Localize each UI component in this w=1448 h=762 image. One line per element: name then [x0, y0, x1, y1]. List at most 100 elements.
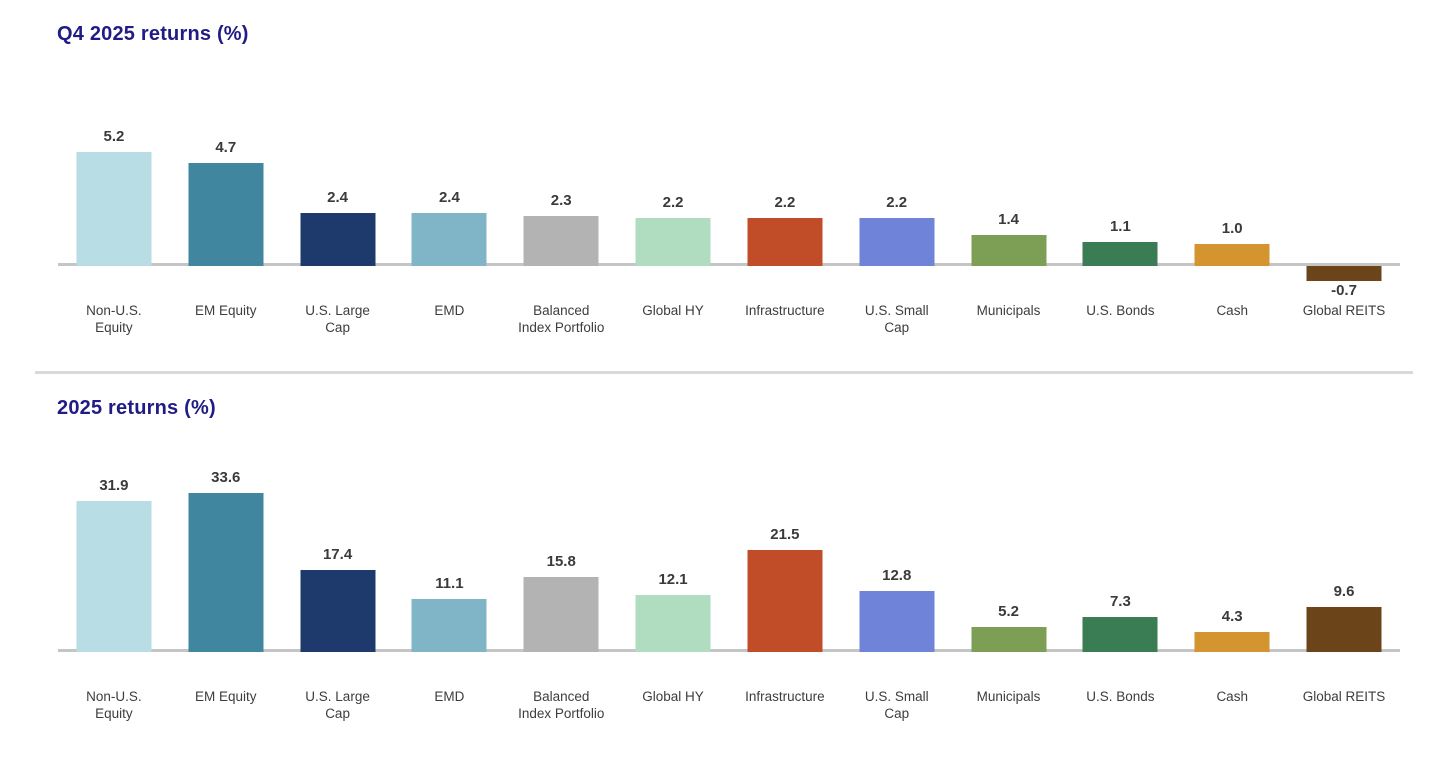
value-label: 21.5 — [770, 526, 800, 543]
category-label: Non-U.S. Equity — [86, 303, 142, 335]
category-label: EM Equity — [194, 689, 257, 704]
bar-column: 2.3 Balanced Index Portfolio — [505, 105, 617, 366]
category-label: Global HY — [642, 303, 704, 318]
category-label: Cash — [1216, 689, 1248, 704]
bar-column: 1.1 U.S. Bonds — [1064, 105, 1176, 366]
x-axis-line — [58, 649, 1400, 652]
category-label: Infrastructure — [745, 689, 825, 704]
bar-column: 2.4 EMD — [393, 105, 505, 366]
value-label: 12.8 — [882, 567, 912, 584]
bar-column: 4.3 Cash — [1176, 440, 1288, 752]
bar — [1194, 632, 1270, 652]
category-label: Cash — [1216, 303, 1248, 318]
value-label: 17.4 — [322, 546, 353, 563]
category-label: Non-U.S. Equity — [86, 689, 142, 721]
x-axis-line — [58, 263, 1400, 266]
value-label: 12.1 — [658, 571, 688, 588]
bar — [300, 213, 376, 266]
value-label: 9.6 — [1333, 583, 1355, 600]
category-label: U.S. Large Cap — [305, 303, 370, 335]
category-label: U.S. Large Cap — [305, 689, 370, 721]
value-label: 2.2 — [886, 194, 908, 211]
bar-column: 15.8 Balanced Index Portfolio — [505, 440, 617, 752]
value-label: 5.2 — [103, 128, 125, 145]
bar-column: 11.1 EMD — [393, 440, 505, 752]
category-label: EMD — [434, 689, 465, 704]
bar — [1306, 266, 1382, 281]
value-label: 1.0 — [1221, 220, 1243, 237]
bar — [76, 152, 152, 266]
bar-column: 12.1 Global HY — [617, 440, 729, 752]
bar — [1082, 242, 1158, 266]
chart-title-q4-returns: Q4 2025 returns (%) — [57, 23, 249, 45]
category-label: U.S. Bonds — [1086, 303, 1155, 318]
category-label: Global HY — [642, 689, 704, 704]
value-label: 5.2 — [998, 603, 1019, 620]
bar — [76, 501, 152, 652]
bar-column: 33.6 EM Equity — [170, 440, 282, 752]
bar — [747, 218, 823, 266]
bar-column: 2.4 U.S. Large Cap — [282, 105, 394, 366]
category-label: U.S. Small Cap — [864, 303, 929, 335]
bar-chart-q4-returns: 5.2 Non-U.S. Equity 4.7 EM Equity 2.4 U.S. La… — [58, 105, 1400, 366]
value-label: 1.1 — [1109, 218, 1131, 235]
bar-chart-year-returns: 31.9 Non-U.S. Equity 33.6 EM Equity 17.4 U.S.… — [58, 440, 1400, 752]
chart-title-year-returns: 2025 returns (%) — [57, 397, 216, 419]
bar — [747, 550, 823, 652]
bar — [635, 218, 711, 266]
value-label: 7.3 — [1109, 593, 1131, 610]
bar — [523, 577, 599, 652]
bar — [971, 627, 1047, 652]
category-label: Global REITS — [1302, 689, 1386, 704]
bar-column: -0.7 Global REITS — [1288, 105, 1400, 366]
value-label: 31.9 — [99, 477, 129, 494]
value-label: 2.2 — [774, 194, 796, 211]
value-label: 2.2 — [662, 194, 684, 211]
bar-column: 2.2 Global HY — [617, 105, 729, 366]
bar — [971, 235, 1047, 266]
value-label: 2.3 — [550, 192, 572, 209]
bar-column: 31.9 Non-U.S. Equity — [58, 440, 170, 752]
bar — [300, 570, 376, 652]
value-label: 4.3 — [1221, 608, 1243, 625]
bar-column: 4.7 EM Equity — [170, 105, 282, 366]
value-label: 2.4 — [327, 189, 348, 206]
bar — [1082, 617, 1158, 652]
bar — [411, 213, 487, 266]
bar — [859, 218, 935, 266]
bar — [523, 216, 599, 266]
value-label: 1.4 — [998, 211, 1019, 228]
bar-column: 5.2 Non-U.S. Equity — [58, 105, 170, 366]
value-label: 11.1 — [435, 575, 464, 592]
category-label: EM Equity — [194, 303, 257, 318]
category-label: U.S. Small Cap — [864, 689, 929, 721]
bar — [1194, 244, 1270, 266]
category-label: U.S. Bonds — [1086, 689, 1155, 704]
category-label: Infrastructure — [745, 303, 825, 318]
category-label: Global REITS — [1302, 303, 1386, 318]
value-label: 15.8 — [546, 553, 576, 570]
category-label: Municipals — [976, 689, 1041, 704]
category-label: Balanced Index Portfolio — [518, 303, 605, 335]
category-label: Municipals — [976, 303, 1041, 318]
value-label: 33.6 — [211, 469, 241, 486]
bar — [859, 591, 935, 652]
bar — [635, 595, 711, 652]
section-divider — [35, 371, 1413, 374]
category-label: EMD — [434, 303, 465, 318]
bar-column: 1.0 Cash — [1176, 105, 1288, 366]
value-label: 4.7 — [215, 139, 237, 156]
bar-column: 7.3 U.S. Bonds — [1064, 440, 1176, 752]
value-label: 2.4 — [438, 189, 460, 206]
value-label: -0.7 — [1331, 282, 1357, 299]
bar-column: 2.2 U.S. Small Cap — [841, 105, 953, 366]
bar-column: 21.5 Infrastructure — [729, 440, 841, 752]
bar-column: 1.4 Municipals — [953, 105, 1065, 366]
bar — [1306, 607, 1382, 652]
bar-column: 17.4 U.S. Large Cap — [282, 440, 394, 752]
bar-column: 9.6 Global REITS — [1288, 440, 1400, 752]
category-label: Balanced Index Portfolio — [518, 689, 605, 721]
bar-column: 2.2 Infrastructure — [729, 105, 841, 366]
bar — [188, 163, 264, 266]
